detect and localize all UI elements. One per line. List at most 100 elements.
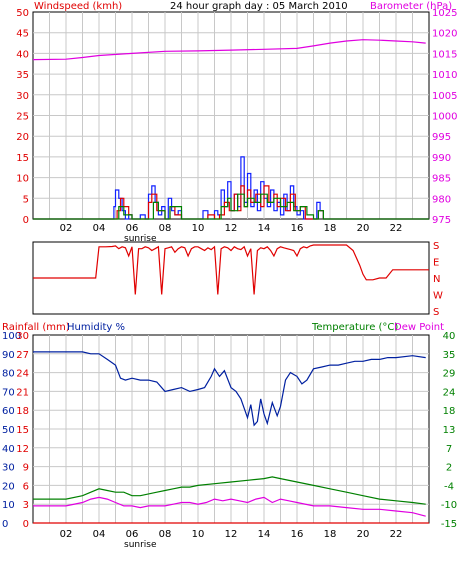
direction-tick-label: N	[433, 274, 440, 285]
temperature-tick-label: -4	[444, 481, 454, 492]
temperature-tick-label: 2	[446, 463, 452, 474]
x-tick-label: 10	[192, 223, 205, 234]
rainfall-tick-label: 15	[16, 425, 29, 436]
x-tick-label: 02	[60, 529, 73, 540]
x-tick-label: 12	[225, 223, 238, 234]
humidity-tick-label: 10	[2, 500, 15, 511]
humidity-tick-label: 30	[2, 463, 15, 474]
rainfall-tick-label: 12	[16, 444, 29, 455]
barometer-tick-label: 980	[432, 194, 451, 205]
rainfall-tick-label: 3	[23, 500, 29, 511]
temperature-tick-label: 40	[443, 331, 456, 342]
direction-tick-label: W	[433, 291, 443, 302]
barometer-tick-label: 1010	[432, 70, 457, 81]
temperature-tick-label: 13	[443, 425, 456, 436]
x-tick-label: 22	[390, 529, 403, 540]
barometer-tick-label: 990	[432, 153, 451, 164]
humidity-axis-label: Humidity %	[67, 322, 125, 333]
rainfall-tick-label: 21	[16, 387, 29, 398]
rainfall-tick-label: 30	[16, 331, 29, 342]
x-tick-label: 08	[159, 223, 172, 234]
x-tick-label: 14	[258, 529, 271, 540]
windspeed-axis-label: Windspeed (kmh)	[34, 1, 122, 12]
humidity-tick-label: 70	[2, 387, 15, 398]
rainfall-axis-label: Rainfall (mm)	[2, 322, 70, 333]
windspeed-tick-label: 45	[16, 29, 29, 40]
barometer-tick-label: 1005	[432, 91, 457, 102]
barometer-tick-label: 995	[432, 132, 451, 143]
temperature-tick-label: -10	[441, 500, 457, 511]
series-temperature	[33, 476, 426, 505]
humidity-tick-label: 50	[2, 425, 15, 436]
x-tick-label: 14	[258, 223, 271, 234]
sunrise-label-top: sunrise	[124, 234, 157, 244]
x-tick-label: 08	[159, 529, 172, 540]
temperature-tick-label: 24	[443, 387, 456, 398]
barometer-tick-label: 1025	[432, 8, 457, 19]
dewpoint-axis-label: Dew Point	[394, 322, 444, 333]
x-tick-label: 10	[192, 529, 205, 540]
direction-tick-label: E	[433, 258, 439, 269]
rainfall-tick-label: 27	[16, 350, 29, 361]
x-tick-label: 04	[93, 223, 106, 234]
temperature-tick-label: 7	[446, 444, 452, 455]
windspeed-tick-label: 30	[16, 91, 29, 102]
series-barometer	[32, 39, 426, 61]
x-tick-label: 06	[126, 223, 139, 234]
windspeed-tick-label: 15	[16, 153, 29, 164]
rainfall-tick-label: 0	[23, 519, 29, 530]
windspeed-tick-label: 40	[16, 49, 29, 60]
temperature-tick-label: 35	[443, 350, 456, 361]
x-tick-label: 16	[291, 529, 304, 540]
x-tick-label: 02	[60, 223, 73, 234]
x-tick-label: 22	[390, 223, 403, 234]
humidity-tick-label: 0	[2, 519, 8, 530]
humidity-tick-label: 20	[2, 481, 15, 492]
x-tick-label: 20	[357, 529, 370, 540]
barometer-axis-label: Barometer (hPa)	[370, 1, 452, 12]
sunrise-label-bottom: sunrise	[124, 540, 157, 550]
series-direction	[33, 244, 429, 295]
wind-direction-panel-frame	[32, 241, 430, 315]
barometer-tick-label: 1000	[432, 112, 457, 123]
barometer-tick-label: 975	[432, 215, 451, 226]
x-tick-label: 12	[225, 529, 238, 540]
direction-tick-label: S	[433, 241, 439, 252]
rainfall-tick-label: 18	[16, 406, 29, 417]
series-dew-point	[33, 496, 426, 517]
x-tick-label: 18	[324, 223, 337, 234]
rainfall-tick-label: 6	[23, 481, 29, 492]
x-tick-label: 20	[357, 223, 370, 234]
humidity-tick-label: 80	[2, 369, 15, 380]
windspeed-tick-label: 20	[16, 132, 29, 143]
rainfall-tick-label: 9	[23, 463, 29, 474]
windspeed-tick-label: 35	[16, 70, 29, 81]
humidity-tick-label: 60	[2, 406, 15, 417]
rainfall-tick-label: 24	[16, 369, 29, 380]
humidity-tick-label: 40	[2, 444, 15, 455]
temperature-tick-label: 18	[443, 406, 456, 417]
temperature-axis-label: Temperature (°C)	[311, 322, 398, 333]
x-tick-label: 16	[291, 223, 304, 234]
x-tick-label: 18	[324, 529, 337, 540]
windspeed-tick-label: 25	[16, 112, 29, 123]
barometer-tick-label: 985	[432, 174, 451, 185]
series-humidity	[33, 351, 426, 427]
series-average	[33, 193, 429, 220]
windspeed-tick-label: 0	[23, 215, 29, 226]
temperature-tick-label: -15	[441, 519, 457, 530]
direction-tick-label: S	[433, 307, 439, 318]
series-wind	[33, 185, 429, 220]
windspeed-tick-label: 5	[23, 194, 29, 205]
windspeed-tick-label: 10	[16, 174, 29, 185]
barometer-tick-label: 1015	[432, 49, 457, 60]
temperature-tick-label: 29	[443, 369, 456, 380]
windspeed-tick-label: 50	[16, 8, 29, 19]
x-tick-label: 06	[126, 529, 139, 540]
barometer-tick-label: 1020	[432, 29, 457, 40]
humidity-tick-label: 90	[2, 350, 15, 361]
x-tick-label: 04	[93, 529, 106, 540]
humidity-tick-label: 100	[2, 331, 21, 342]
